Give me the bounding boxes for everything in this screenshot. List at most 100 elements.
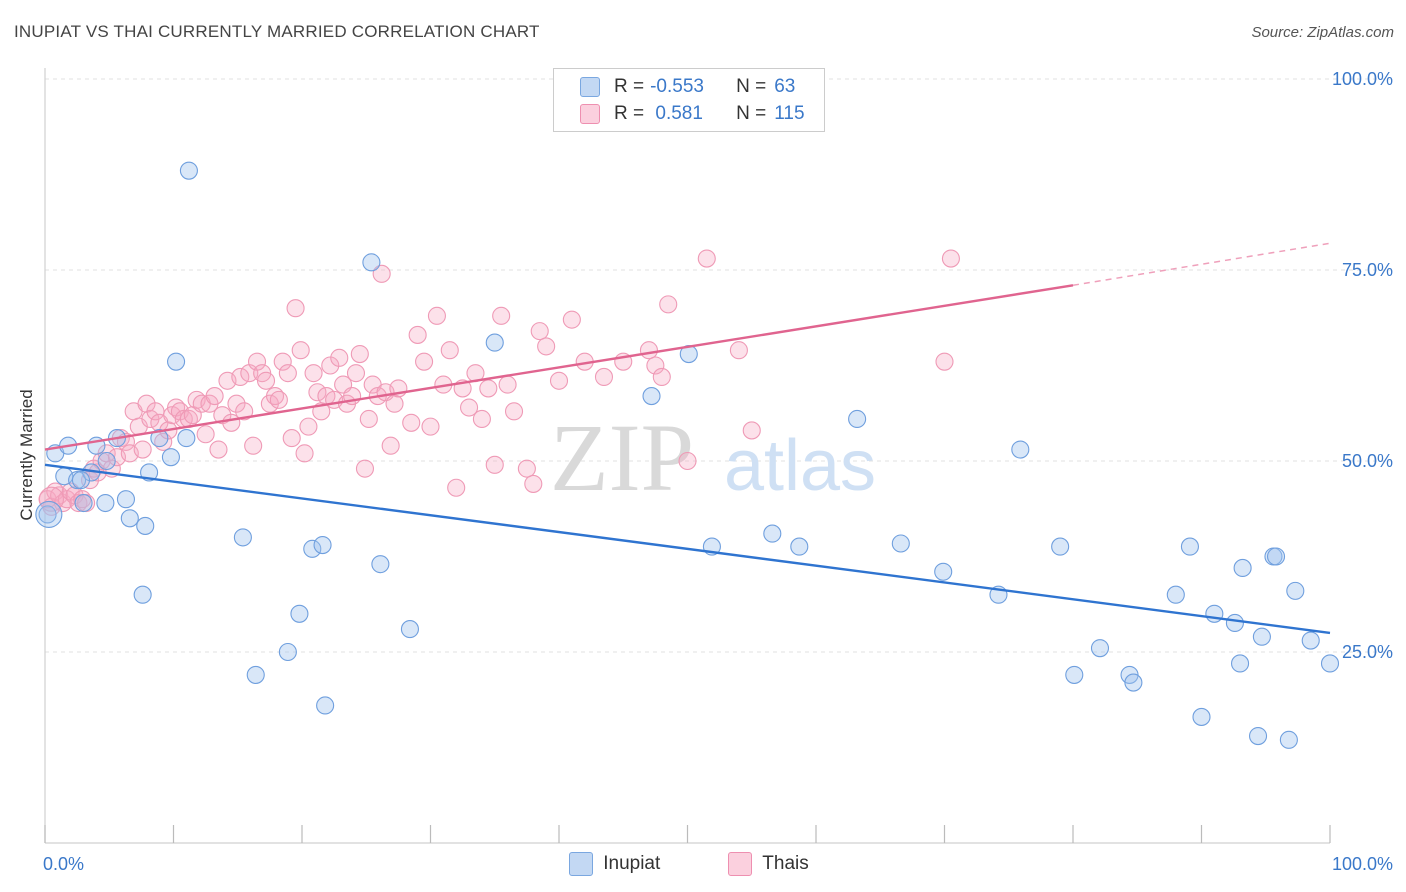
legend-swatch-thais [728, 852, 753, 876]
data-point-inupiat [97, 451, 116, 471]
data-point-thais [652, 367, 671, 387]
data-point-inupiat [116, 490, 136, 509]
data-point-inupiat [371, 555, 390, 574]
data-point-inupiat [303, 539, 322, 558]
data-point-thais [472, 409, 491, 429]
legend-r-label: R = [614, 76, 645, 97]
data-point-inupiat [233, 528, 252, 547]
legend-n-value: 63 [774, 76, 796, 97]
grid-lines [45, 78, 1392, 653]
y-tick-label: 50.0% [1342, 451, 1393, 471]
y-axis-label: Currently Married [17, 389, 36, 521]
data-point-inupiat [246, 665, 265, 684]
data-point-thais [485, 455, 504, 474]
data-point-thais [447, 478, 466, 497]
data-point-inupiat [150, 429, 169, 448]
data-point-thais [299, 417, 318, 436]
data-point-inupiat [763, 524, 782, 543]
data-point-thais [244, 436, 263, 455]
data-point-inupiat [35, 500, 63, 529]
data-point-thais [286, 299, 305, 318]
data-point-inupiat [400, 620, 419, 639]
data-point-thais [408, 325, 427, 344]
data-point-thais [133, 440, 152, 459]
data-point-inupiat [120, 509, 139, 528]
legend-swatch-thais [580, 104, 600, 124]
data-point-inupiat [1166, 585, 1185, 604]
data-point-thais [402, 413, 421, 432]
data-point-inupiat [1320, 654, 1340, 673]
data-point-inupiat [1192, 707, 1211, 726]
data-point-inupiat [891, 534, 910, 553]
data-point-thais [269, 390, 288, 409]
data-point-inupiat [96, 493, 115, 513]
legend-n-label: N = [736, 103, 767, 124]
data-point-inupiat [316, 696, 335, 715]
data-point-thais [235, 402, 254, 421]
data-point-thais [639, 341, 659, 360]
axes [44, 68, 1331, 844]
data-point-inupiat [71, 471, 91, 490]
legend-label-inupiat: Inupiat [603, 853, 661, 874]
data-point-inupiat [278, 642, 297, 662]
data-point-thais [291, 341, 310, 360]
data-point-inupiat [161, 448, 180, 467]
data-point-inupiat [1266, 547, 1286, 566]
legend-item-inupiat: Inupiat [569, 852, 660, 876]
legend-swatch-inupiat [569, 852, 594, 876]
data-point-thais [350, 344, 369, 364]
data-point-thais [304, 364, 323, 383]
data-point-thais [227, 394, 246, 413]
legend-label-thais: Thais [762, 853, 809, 874]
data-point-inupiat [38, 505, 57, 524]
data-point-thais [678, 451, 697, 471]
data-point-thais [415, 352, 434, 371]
data-point-inupiat [179, 161, 198, 180]
data-point-thais [659, 295, 678, 314]
watermark-atlas: atlas [724, 426, 876, 506]
data-point-inupiat [1124, 673, 1143, 692]
correlation-legend: R = -0.553 N = 63 R = 0.581 N = 115 [553, 68, 825, 132]
data-point-thais [440, 341, 459, 360]
data-point-thais [346, 364, 366, 383]
legend-n-label: N = [736, 76, 767, 97]
data-point-thais [330, 348, 349, 367]
data-point-thais [492, 306, 511, 325]
data-point-inupiat [313, 535, 332, 555]
y-tick-label: 25.0% [1342, 642, 1393, 662]
data-point-thais [247, 352, 267, 371]
data-point-inupiat [74, 493, 93, 513]
data-point-inupiat [1231, 654, 1250, 673]
legend-r-value: -0.553 [650, 76, 704, 97]
data-point-inupiat [1225, 613, 1244, 633]
x-tick-label: 100.0% [1332, 854, 1393, 874]
trend-line-thais [44, 284, 1074, 451]
watermark-zip: ZIP [550, 404, 694, 511]
data-point-thais [308, 383, 327, 402]
data-point-thais [646, 356, 665, 375]
data-point-thais [562, 310, 581, 329]
data-point-inupiat [1090, 639, 1110, 658]
data-point-inupiat [290, 604, 309, 623]
data-point-inupiat [136, 516, 155, 535]
data-point-thais [459, 398, 479, 417]
data-point-inupiat [1233, 558, 1252, 578]
data-point-thais [427, 306, 446, 325]
data-point-inupiat [133, 585, 152, 604]
tick-labels: 25.0% 50.0% 75.0% 100.0% 0.0% 100.0% [43, 69, 1393, 874]
data-point-inupiat [848, 409, 867, 429]
data-point-thais [205, 387, 224, 406]
legend-r-label: R = [614, 103, 645, 124]
watermark: ZIP atlas [550, 404, 876, 511]
data-point-thais [537, 337, 556, 356]
y-tick-label: 75.0% [1342, 260, 1393, 280]
data-point-thais [359, 409, 378, 429]
legend-swatch-inupiat [580, 77, 600, 97]
data-point-thais [504, 402, 524, 421]
data-point-thais [594, 367, 614, 387]
data-point-thais [517, 459, 536, 478]
x-tick-label: 0.0% [43, 854, 84, 874]
trend-line-thais-extension [1072, 242, 1331, 287]
series-legend: Inupiat Thais [0, 852, 1406, 876]
